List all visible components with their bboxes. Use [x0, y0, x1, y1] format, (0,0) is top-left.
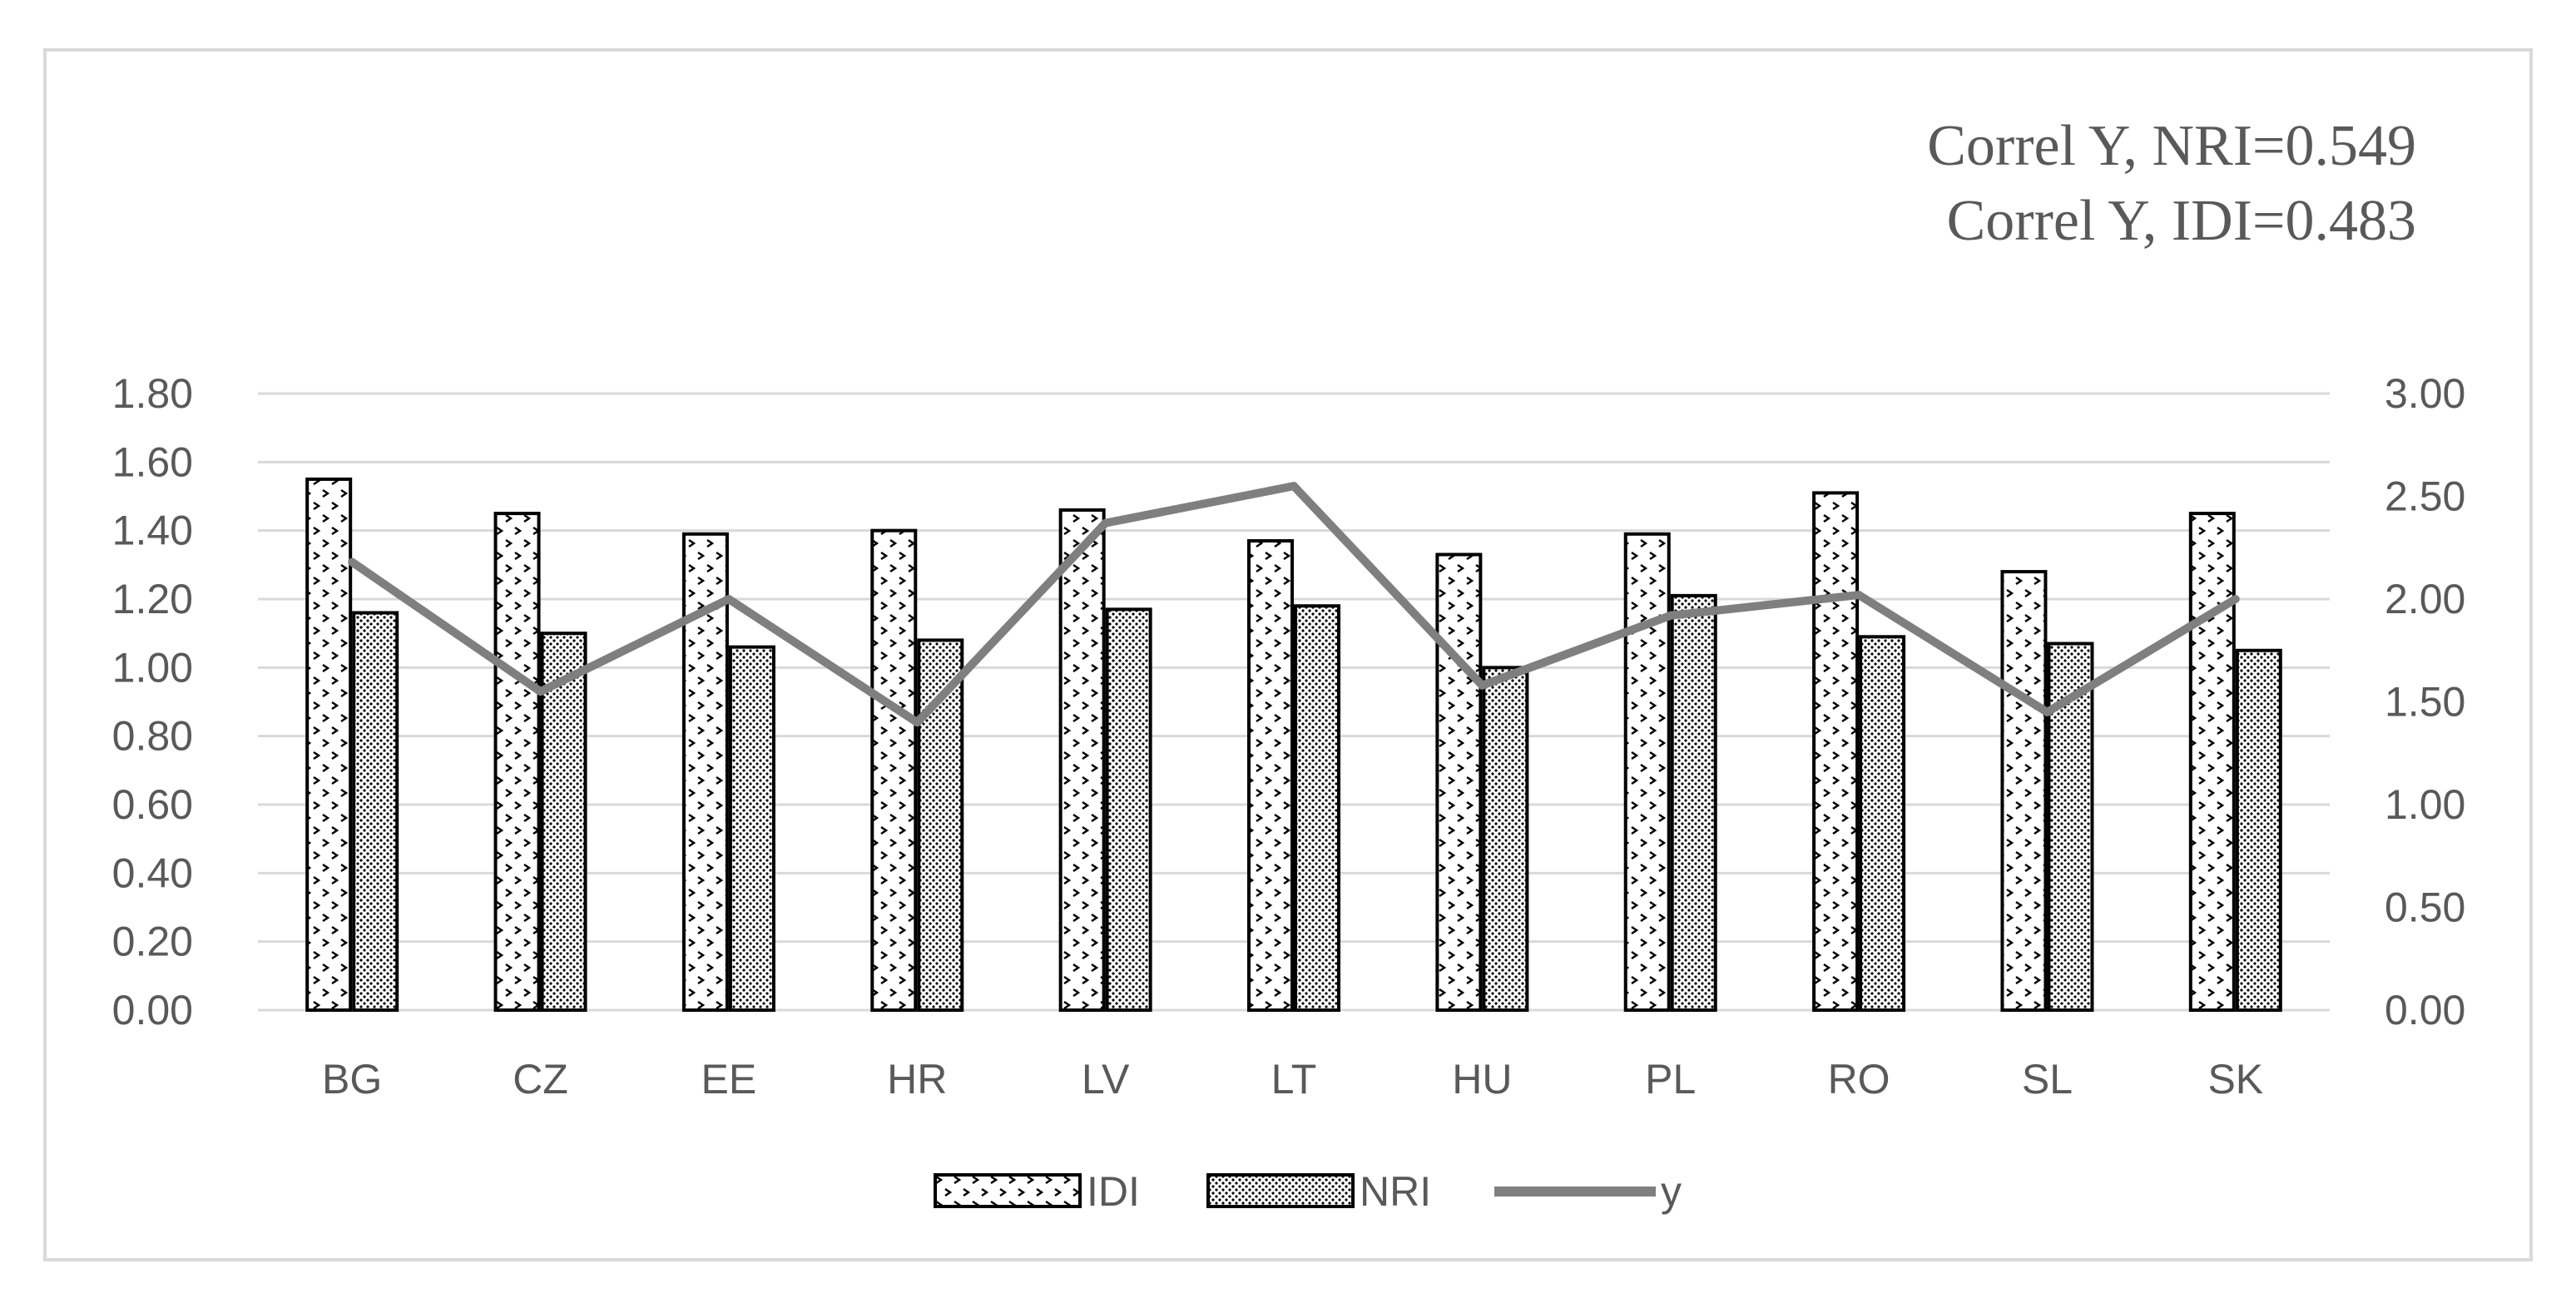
legend-swatch-idi — [934, 1173, 1082, 1208]
category-label-ro: RO — [1828, 1056, 1890, 1102]
gridlines — [258, 392, 2330, 1012]
bar-idi-cz — [493, 512, 541, 1012]
category-label-cz: CZ — [513, 1056, 568, 1102]
category-label-hu: HU — [1452, 1056, 1512, 1102]
category-label-ee: EE — [701, 1056, 757, 1102]
annotation-correl-idi: Correl Y, IDI=0.483 — [1947, 189, 2416, 253]
left-tick-label: 1.80 — [112, 370, 193, 417]
bars — [305, 477, 2282, 1013]
bar-nri-pl — [1670, 593, 1717, 1013]
bar-nri-ro — [1859, 635, 1906, 1012]
point-y-ro — [1855, 591, 1864, 600]
bar-nri-lv — [1105, 607, 1152, 1012]
left-tick-label: 0.20 — [112, 919, 193, 965]
left-tick-label: 0.40 — [112, 850, 193, 896]
category-label-sl: SL — [2022, 1056, 2073, 1102]
right-tick-label: 2.00 — [2385, 576, 2465, 622]
legend-label-y: y — [1661, 1168, 1682, 1215]
annotations: Correl Y, NRI=0.549 Correl Y, IDI=0.483 — [1927, 114, 2416, 253]
left-tick-label: 0.80 — [112, 713, 193, 760]
left-axis-ticks: 0.00 0.20 0.40 0.60 0.80 1.00 1.20 1.40 1.60 1.80 — [112, 370, 193, 1033]
point-y-ee — [724, 595, 733, 603]
category-label-hr: HR — [887, 1056, 947, 1102]
legend-label-nri: NRI — [1360, 1168, 1431, 1215]
point-y-sk — [2231, 595, 2240, 603]
legend: IDI NRI y — [934, 1168, 1682, 1215]
bar-idi-bg — [305, 477, 353, 1012]
bar-idi-sk — [2188, 512, 2236, 1012]
right-tick-label: 3.00 — [2385, 370, 2465, 417]
point-y-lv — [1101, 518, 1110, 528]
bar-idi-hr — [870, 528, 918, 1012]
point-y-sl — [2043, 707, 2052, 716]
right-tick-label: 0.50 — [2385, 884, 2465, 931]
left-tick-label: 1.40 — [112, 508, 193, 554]
left-tick-label: 0.60 — [112, 781, 193, 828]
bar-idi-sl — [2000, 570, 2048, 1012]
right-tick-label: 1.00 — [2385, 781, 2465, 828]
series-line — [348, 482, 2240, 727]
bar-nri-cz — [540, 632, 587, 1013]
right-tick-label: 0.00 — [2385, 987, 2465, 1033]
bar-idi-lv — [1058, 508, 1106, 1012]
category-label-bg: BG — [322, 1056, 382, 1102]
bar-nri-hu — [1482, 666, 1529, 1012]
point-y-hr — [913, 718, 922, 727]
left-tick-label: 0.00 — [112, 987, 193, 1033]
point-y-lt — [1290, 482, 1298, 491]
bar-nri-bg — [352, 611, 399, 1012]
category-label-pl: PL — [1645, 1056, 1696, 1102]
point-y-pl — [1666, 611, 1675, 620]
bar-idi-pl — [1623, 532, 1671, 1012]
bar-idi-ro — [1812, 491, 1860, 1012]
right-axis-ticks: 0.00 0.50 1.00 1.50 2.00 2.50 3.00 — [2385, 370, 2465, 1033]
point-y-hu — [1478, 681, 1487, 690]
bar-idi-hu — [1435, 552, 1483, 1012]
right-tick-label: 2.50 — [2385, 473, 2465, 520]
bar-nri-lt — [1294, 604, 1340, 1012]
legend-label-idi: IDI — [1087, 1168, 1140, 1215]
category-labels: BG CZ EE HR LV LT HU PL RO SL SK — [322, 1056, 2263, 1102]
point-y-bg — [348, 557, 357, 567]
left-tick-label: 1.60 — [112, 438, 193, 485]
bar-idi-lt — [1247, 539, 1294, 1012]
left-tick-label: 1.00 — [112, 644, 193, 691]
bar-nri-sk — [2235, 648, 2282, 1012]
legend-swatch-nri — [1206, 1173, 1355, 1208]
category-label-lv: LV — [1082, 1056, 1130, 1102]
category-label-lt: LT — [1271, 1056, 1317, 1102]
left-tick-label: 1.20 — [112, 576, 193, 622]
bar-nri-ee — [728, 645, 775, 1013]
category-label-sk: SK — [2207, 1056, 2263, 1102]
annotation-correl-nri: Correl Y, NRI=0.549 — [1927, 114, 2416, 178]
right-tick-label: 1.50 — [2385, 679, 2465, 726]
point-y-cz — [536, 687, 545, 696]
